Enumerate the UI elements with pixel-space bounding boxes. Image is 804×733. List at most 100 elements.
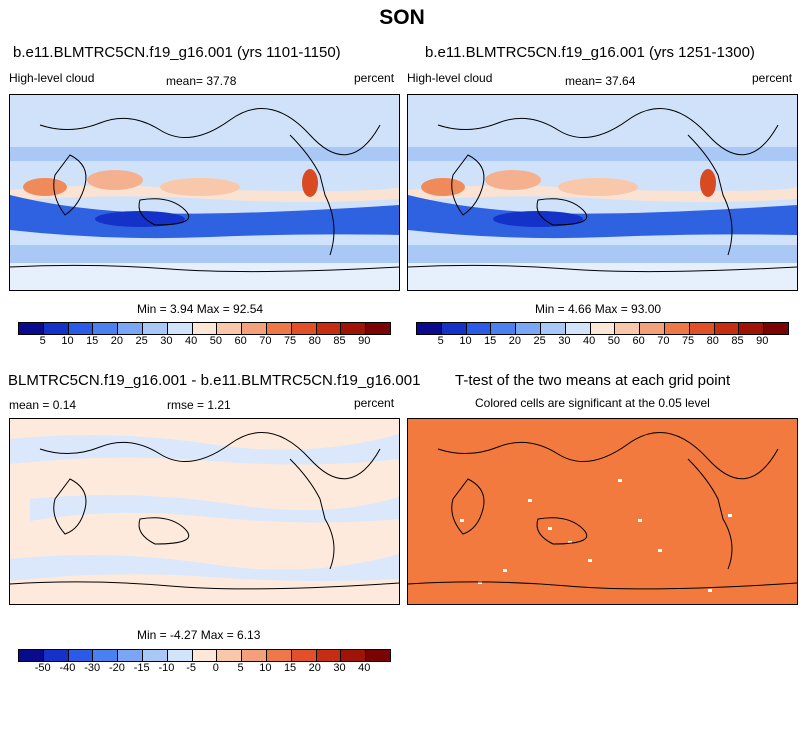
colorbar-swatch: [739, 323, 765, 334]
colorbar-swatch: [341, 650, 367, 661]
colorbar-swatch: [540, 323, 566, 334]
colorbar-tick-label: 20: [110, 335, 124, 347]
colorbar-swatch: [118, 650, 143, 661]
colorbar-tick-label: 15: [283, 662, 297, 674]
colorbar-tick-label: -40: [59, 662, 76, 674]
colorbar-tick-label: -50: [34, 662, 51, 674]
colorbar-tick-label: 10: [459, 335, 472, 347]
colorbar-swatch: [266, 650, 292, 661]
colorbar-swatch: [68, 650, 94, 661]
panel2-minmax: Min = 4.66 Max = 93.00: [535, 302, 662, 316]
panel3-units-label: percent: [354, 396, 395, 410]
colorbar-tick-label: 50: [209, 335, 222, 347]
colorbar-tick-label: 75: [681, 335, 695, 347]
colorbar-swatch: [93, 323, 119, 334]
colorbar-tick-label: 80: [308, 335, 321, 347]
colorbar-swatch: [167, 323, 193, 334]
colorbar-swatch: [764, 323, 788, 334]
colorbar-swatch: [441, 323, 467, 334]
colorbar-tick-label: 70: [259, 335, 272, 347]
panel1-colorbar: [18, 322, 391, 335]
panel2-map: [407, 94, 798, 291]
colorbar-tick-label: -30: [84, 662, 101, 674]
colorbar-swatch: [291, 650, 317, 661]
panel3-minmax: Min = -4.27 Max = 6.13: [137, 628, 261, 642]
colorbar-swatch: [242, 650, 267, 661]
colorbar-swatch: [491, 323, 517, 334]
colorbar-swatch: [291, 323, 317, 334]
colorbar-swatch: [366, 323, 390, 334]
colorbar-tick-label: 90: [756, 335, 769, 347]
colorbar-swatch: [142, 650, 168, 661]
insignificant-cells: [460, 479, 732, 592]
panel1-mean-label: mean= 37.78: [166, 74, 237, 88]
colorbar-swatch: [640, 323, 665, 334]
colorbar-tick-label: -20: [108, 662, 125, 674]
colorbar-swatch: [217, 323, 243, 334]
colorbar-tick-label: 40: [185, 335, 198, 347]
colorbar-tick-label: 20: [508, 335, 522, 347]
colorbar-tick-label: -5: [186, 662, 197, 674]
panel2-units-label: percent: [752, 71, 793, 85]
colorbar-swatch: [689, 323, 715, 334]
colorbar-tick-label: 10: [61, 335, 74, 347]
colorbar-swatch: [516, 323, 541, 334]
panel4-title: T-test of the two means at each grid poi…: [455, 372, 731, 389]
colorbar-swatch: [615, 323, 641, 334]
colorbar-swatch: [590, 323, 616, 334]
panel1-colorbar-ticks: 5 10 15 20 25 30 40 50 60 70 75 80 85 90: [18, 335, 389, 349]
colorbar-tick-label: 40: [358, 662, 371, 674]
colorbar-tick-label: 15: [86, 335, 99, 347]
colorbar-swatch: [664, 323, 690, 334]
panel3-colorbar: [18, 649, 391, 662]
colorbar-tick-label: 5: [237, 662, 244, 674]
colorbar-tick-label: 70: [657, 335, 670, 347]
colorbar-tick-label: 25: [135, 335, 148, 347]
colorbar-swatch: [316, 323, 342, 334]
colorbar-swatch: [714, 323, 740, 334]
colorbar-swatch: [316, 650, 342, 661]
colorbar-swatch: [19, 650, 44, 661]
colorbar-swatch: [192, 650, 218, 661]
colorbar-tick-label: 50: [607, 335, 620, 347]
colorbar-swatch: [68, 323, 94, 334]
colorbar-tick-label: 30: [558, 335, 571, 347]
panel1-map: [9, 94, 400, 291]
panel3-colorbar-ticks: -50 -40 -30 -20 -15 -10 -5 0 5 10 15 20 30 40: [18, 662, 389, 676]
panel2-title: b.e11.BLMTRC5CN.f19_g16.001 (yrs 1251-13…: [425, 44, 755, 61]
panel3-rmse-label: rmse = 1.21: [167, 398, 231, 412]
colorbar-swatch: [242, 323, 267, 334]
panel2-mean-label: mean= 37.64: [565, 74, 636, 88]
colorbar-swatch: [118, 323, 143, 334]
colorbar-tick-label: -10: [158, 662, 175, 674]
panel1-minmax: Min = 3.94 Max = 92.54: [137, 302, 264, 316]
colorbar-swatch: [565, 323, 591, 334]
colorbar-swatch: [341, 323, 367, 334]
colorbar-tick-label: 15: [484, 335, 497, 347]
colorbar-tick-label: 30: [333, 662, 346, 674]
panel3-title: BLMTRC5CN.f19_g16.001 - b.e11.BLMTRC5CN.…: [8, 372, 421, 389]
colorbar-swatch: [466, 323, 492, 334]
colorbar-tick-label: 85: [333, 335, 346, 347]
colorbar-swatch: [366, 650, 390, 661]
colorbar-swatch: [167, 650, 193, 661]
colorbar-tick-label: 90: [358, 335, 371, 347]
colorbar-tick-label: 10: [259, 662, 272, 674]
colorbar-swatch: [43, 650, 69, 661]
panel4-subtitle: Colored cells are significant at the 0.0…: [475, 396, 710, 410]
colorbar-tick-label: 30: [160, 335, 173, 347]
colorbar-tick-label: 25: [533, 335, 546, 347]
panel2-colorbar: [416, 322, 789, 335]
colorbar-swatch: [192, 323, 218, 334]
colorbar-swatch: [93, 650, 119, 661]
colorbar-tick-label: 0: [212, 662, 219, 674]
panel1-variable-label: High-level cloud: [9, 71, 95, 85]
colorbar-tick-label: 60: [632, 335, 645, 347]
panel3-mean-label: mean = 0.14: [9, 398, 77, 412]
colorbar-tick-label: 20: [308, 662, 321, 674]
colorbar-swatch: [217, 650, 243, 661]
panel2-variable-label: High-level cloud: [407, 71, 493, 85]
panel1-units-label: percent: [354, 71, 395, 85]
colorbar-tick-label: 80: [706, 335, 719, 347]
season-title: SON: [379, 6, 425, 29]
